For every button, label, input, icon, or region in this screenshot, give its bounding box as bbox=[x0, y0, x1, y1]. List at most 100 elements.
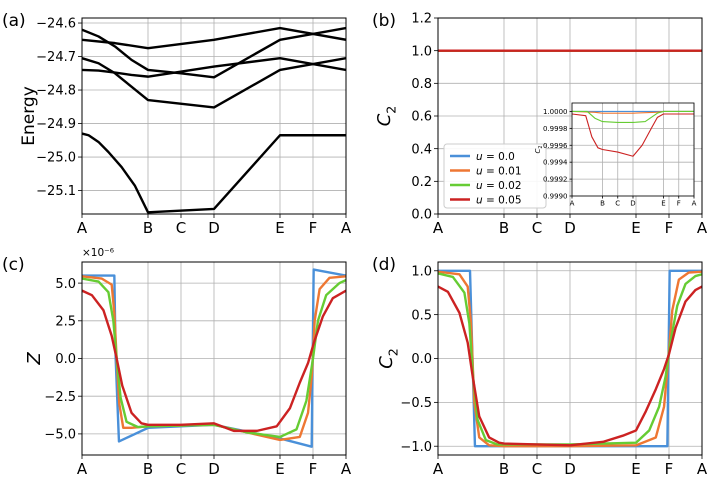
y-tick-label-5: 1.0000 bbox=[543, 108, 568, 116]
legend-label-var-3: u bbox=[476, 195, 483, 207]
x-tick-label-0: A bbox=[77, 460, 88, 478]
x-tick-label-6: A bbox=[692, 200, 697, 208]
axes-frame bbox=[81, 261, 347, 456]
x-tick-label-1: B bbox=[143, 460, 153, 478]
x-tick-label-3: D bbox=[208, 460, 220, 478]
y-axis-label: C2 bbox=[376, 348, 400, 369]
x-tick-label-3: D bbox=[208, 219, 220, 237]
y-tick-label-4: 0.8 bbox=[411, 77, 432, 92]
series-line-band-1 bbox=[82, 132, 346, 214]
series-line-u-0-05 bbox=[438, 285, 702, 447]
x-tick-label-5: F bbox=[665, 460, 674, 478]
x-tick-label-6: A bbox=[697, 219, 708, 237]
y-tick-label-5: −25.1 bbox=[36, 184, 76, 199]
x-tick-label-0: A bbox=[77, 219, 88, 237]
y-tick-label-5: 1.0 bbox=[411, 44, 432, 59]
panel-d: A B C D E F A1.00.50.0−0.5−1.0(d)C2 bbox=[372, 255, 708, 478]
y-tick-label-3: −2.5 bbox=[44, 390, 76, 405]
panel-label: (c) bbox=[2, 255, 25, 275]
y-tick-label-3: −0.5 bbox=[400, 396, 432, 411]
x-tick-label-6: A bbox=[697, 460, 708, 478]
legend-label-value-0: = 0.0 bbox=[483, 151, 515, 163]
series-line-band-5 bbox=[82, 26, 346, 79]
y-axis-label-base: C bbox=[376, 356, 397, 369]
x-tick-label-0: A bbox=[433, 460, 444, 478]
y-axis-label: Energy bbox=[19, 86, 39, 146]
x-tick-label-4: E bbox=[275, 460, 284, 478]
y-tick-label-6: 1.2 bbox=[411, 12, 432, 27]
panel-c: A B C D E F A 5.0 2.5 0.0 −2.5 −5.0 (c) Z ×10⁻⁶ bbox=[2, 247, 352, 478]
axes-frame bbox=[437, 261, 703, 456]
y-tick-label-2: 0.4 bbox=[411, 142, 432, 157]
x-tick-label-6: A bbox=[341, 219, 352, 237]
inset: A B C D E F A0.99900.99920.99940.99960.99981.0… bbox=[534, 102, 697, 208]
panel-label: (d) bbox=[372, 255, 396, 275]
inset-y-axis-label: C2 bbox=[534, 145, 544, 153]
legend-label-2: u = 0.02 bbox=[476, 180, 522, 192]
x-tick-label-3: D bbox=[630, 200, 635, 208]
x-tick-label-4: E bbox=[275, 219, 284, 237]
x-tick-label-1: B bbox=[600, 200, 605, 208]
y-axis-label: Z bbox=[24, 352, 45, 366]
panel-b: A B C D E F A0.00.20.40.60.81.01.2(b)C2u = 0.0… bbox=[372, 11, 708, 237]
axes-frame bbox=[81, 17, 347, 215]
legend-label-1: u = 0.01 bbox=[476, 166, 522, 178]
x-tick-label-2: C bbox=[176, 219, 186, 237]
x-tick-label-3: D bbox=[564, 219, 576, 237]
legend: u = 0.0u = 0.01u = 0.02u = 0.05 bbox=[443, 143, 547, 209]
x-tick-label-0: A bbox=[433, 219, 444, 237]
y-tick-label-1: 0.5 bbox=[411, 308, 432, 323]
y-tick-label-2: 0.0 bbox=[411, 352, 432, 367]
y-tick-label-0: 0.0 bbox=[411, 208, 432, 223]
y-axis-label-subscript: 2 bbox=[385, 348, 400, 356]
legend-label-var-0: u bbox=[476, 151, 483, 163]
y-multiplier: ×10⁻⁶ bbox=[82, 247, 114, 259]
y-tick-label-0: −24.6 bbox=[36, 17, 76, 32]
x-tick-label-2: C bbox=[532, 460, 542, 478]
x-tick-label-3: D bbox=[564, 460, 576, 478]
panel-label: (a) bbox=[2, 11, 26, 31]
legend-label-value-2: = 0.02 bbox=[483, 180, 522, 192]
legend-label-3: u = 0.05 bbox=[476, 195, 522, 207]
y-tick-label-0: 1.0 bbox=[411, 264, 432, 279]
y-tick-label-4: −5.0 bbox=[44, 428, 76, 443]
x-tick-label-5: F bbox=[309, 219, 318, 237]
x-tick-label-1: B bbox=[499, 219, 509, 237]
series-line-band-2 bbox=[82, 57, 346, 109]
x-tick-label-2: C bbox=[532, 219, 542, 237]
x-tick-label-2: C bbox=[615, 200, 620, 208]
y-tick-label-1: 0.2 bbox=[411, 175, 432, 190]
legend-label-0: u = 0.0 bbox=[476, 151, 515, 163]
y-tick-label-1: 0.9992 bbox=[543, 176, 568, 184]
inset-y-axis-label-subscript: 2 bbox=[538, 145, 544, 148]
y-tick-label-2: 0.9994 bbox=[543, 159, 568, 167]
y-tick-label-3: 0.9996 bbox=[543, 142, 568, 150]
series-line-u-0-02 bbox=[82, 277, 346, 439]
y-axis-label-subscript: 2 bbox=[383, 106, 398, 114]
y-tick-label-1: −24.7 bbox=[36, 50, 76, 65]
y-tick-label-2: 0.0 bbox=[55, 352, 76, 367]
x-tick-label-5: F bbox=[309, 460, 318, 478]
legend-label-value-1: = 0.01 bbox=[483, 166, 522, 178]
inset-frame bbox=[571, 102, 695, 197]
series-line-u-0-05 bbox=[572, 113, 694, 157]
legend-label-var-2: u bbox=[476, 180, 483, 192]
x-tick-label-4: E bbox=[631, 460, 640, 478]
series-line-u-0-05 bbox=[82, 289, 346, 433]
x-tick-label-4: E bbox=[631, 219, 640, 237]
inset-y-axis-label-base: C bbox=[534, 149, 542, 154]
x-tick-label-1: B bbox=[499, 460, 509, 478]
x-tick-label-5: F bbox=[665, 219, 674, 237]
y-axis-label: C2 bbox=[374, 106, 398, 127]
legend-label-var-1: u bbox=[476, 166, 483, 178]
x-tick-label-4: E bbox=[661, 200, 665, 208]
y-tick-label-3: 0.6 bbox=[411, 110, 432, 125]
y-tick-label-4: −1.0 bbox=[400, 440, 432, 455]
panel-a: A B C D E F A −24.6 −24.7 −24.8 −24.9 −25.0 −25.1 (a)… bbox=[2, 11, 352, 237]
series-line-band-3 bbox=[82, 57, 346, 78]
legend-label-value-3: = 0.05 bbox=[483, 195, 522, 207]
y-tick-label-0: 0.9990 bbox=[543, 193, 568, 201]
y-tick-label-4: 0.9998 bbox=[543, 125, 568, 133]
series-line-u-0-02 bbox=[572, 110, 694, 123]
